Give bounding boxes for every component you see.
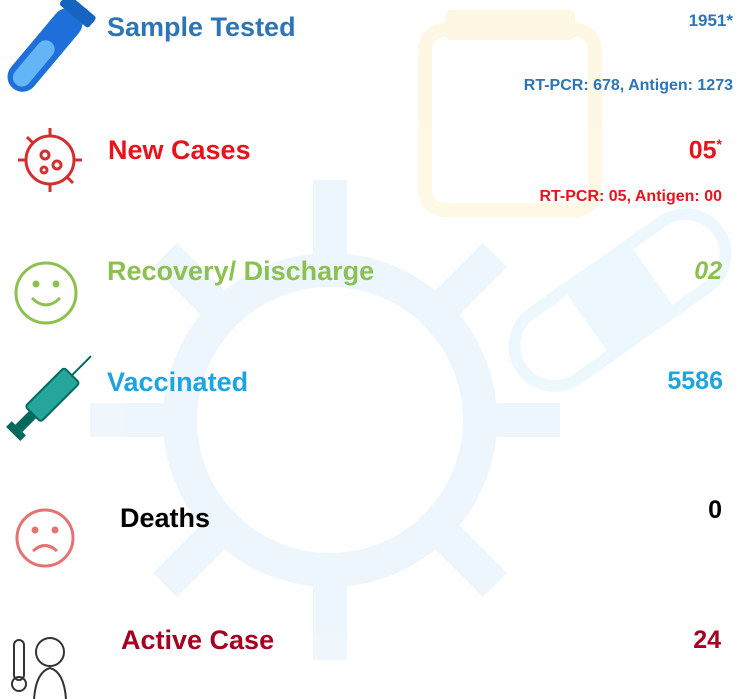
value-wrap: 05* bbox=[689, 137, 722, 163]
label: Active Case bbox=[121, 627, 274, 654]
value-mark: * bbox=[717, 136, 722, 152]
sad-icon bbox=[17, 510, 73, 566]
value: 24 bbox=[693, 628, 721, 653]
label: New Cases bbox=[108, 137, 251, 164]
bottle-watermark bbox=[425, 10, 595, 210]
fever-icon bbox=[12, 638, 66, 699]
background-art bbox=[0, 0, 738, 699]
virus-watermark bbox=[90, 180, 560, 660]
virus-icon bbox=[18, 128, 82, 192]
detail: RT-PCR: 05, Antigen: 00 bbox=[539, 189, 722, 205]
label: Vaccinated bbox=[107, 369, 248, 396]
label: Recovery/ Discharge bbox=[107, 258, 374, 285]
value: 02 bbox=[694, 259, 722, 284]
label: Sample Tested bbox=[107, 14, 296, 41]
value: 1951* bbox=[689, 12, 733, 29]
infographic: {"rows": [ {"label": "Sample Tested", "v… bbox=[0, 0, 738, 699]
smile-icon bbox=[16, 263, 76, 323]
detail: RT-PCR: 678, Antigen: 1273 bbox=[524, 78, 733, 94]
label: Deaths bbox=[120, 505, 210, 532]
value: 05 bbox=[689, 136, 717, 164]
value: 5586 bbox=[667, 369, 723, 394]
value: 0 bbox=[708, 498, 722, 523]
test-tube-icon bbox=[0, 0, 97, 101]
syringe-icon bbox=[5, 348, 98, 441]
